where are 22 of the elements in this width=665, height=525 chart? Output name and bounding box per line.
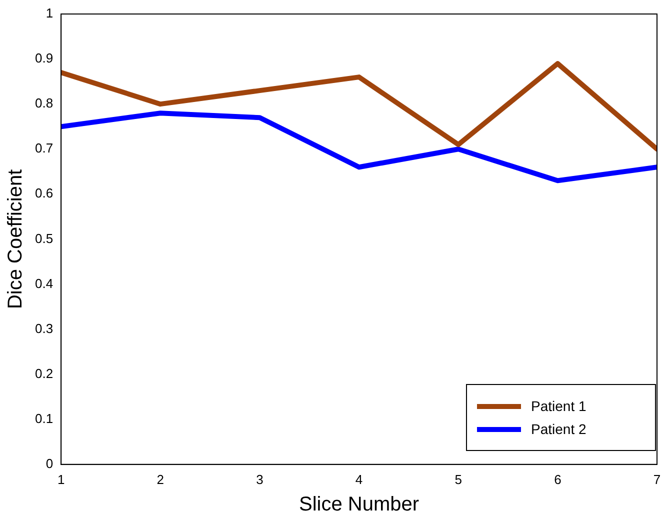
x-tick-label: 4	[355, 472, 363, 487]
y-tick-label: 0.4	[34, 276, 54, 291]
x-tick-label: 1	[57, 472, 65, 487]
y-tick-label: 0.1	[34, 410, 54, 426]
y-tick-label: 0.5	[34, 230, 54, 246]
y-tick-label: 0.9	[34, 50, 54, 66]
y-tick-label: 0	[46, 456, 54, 471]
x-tick-label: 2	[156, 472, 164, 487]
y-tick-label: 0.6	[34, 186, 54, 201]
x-tick-label: 5	[454, 472, 462, 487]
x-axis-title: Slice Number	[299, 494, 420, 516]
x-tick-label: 7	[653, 472, 661, 487]
y-tick-label: 1	[46, 6, 54, 21]
y-tick-label: 0.2	[34, 366, 54, 381]
x-tick-label: 6	[554, 472, 562, 487]
legend-label: Patient 2	[531, 421, 586, 438]
y-tick-label: 0.7	[34, 140, 54, 156]
y-tick-label: 0.8	[34, 96, 54, 111]
y-axis-title: Dice Coefficient	[4, 168, 27, 310]
y-tick-label: 0.3	[34, 320, 54, 336]
x-tick-label: 3	[256, 472, 264, 487]
legend-label: Patient 1	[531, 398, 586, 414]
